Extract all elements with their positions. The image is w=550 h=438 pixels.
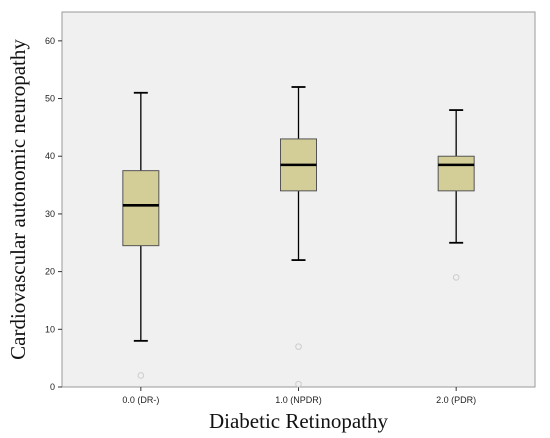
y-tick-label: 0 (50, 382, 55, 392)
y-axis-title: Cardiovascular autonomic neuropathy (6, 39, 30, 360)
y-tick-label: 30 (45, 209, 55, 219)
y-tick-label: 20 (45, 267, 55, 277)
y-tick-label: 10 (45, 324, 55, 334)
y-axis: 0 10 20 30 40 50 60 (45, 36, 62, 392)
box-0 (122, 91, 160, 379)
outlier-point (137, 372, 145, 379)
outlier-point (452, 274, 460, 281)
boxes-group (122, 86, 475, 388)
x-axis-title: Diabetic Retinopathy (209, 409, 389, 433)
y-tick-label: 50 (45, 94, 55, 104)
outlier-point (295, 343, 302, 350)
outlier-point (295, 380, 302, 388)
iqr-box (437, 155, 475, 192)
x-axis: 0.0 (DR-) 1.0 (NPDR) 2.0 (PDR) (122, 387, 476, 405)
box-2 (437, 109, 475, 281)
x-tick-label: 2.0 (PDR) (436, 395, 476, 405)
y-tick-label: 60 (45, 36, 55, 46)
iqr-box (122, 170, 160, 247)
y-tick-label: 40 (45, 151, 55, 161)
box-1 (280, 86, 317, 388)
x-tick-label: 0.0 (DR-) (122, 395, 159, 405)
x-tick-label: 1.0 (NPDR) (275, 395, 322, 405)
